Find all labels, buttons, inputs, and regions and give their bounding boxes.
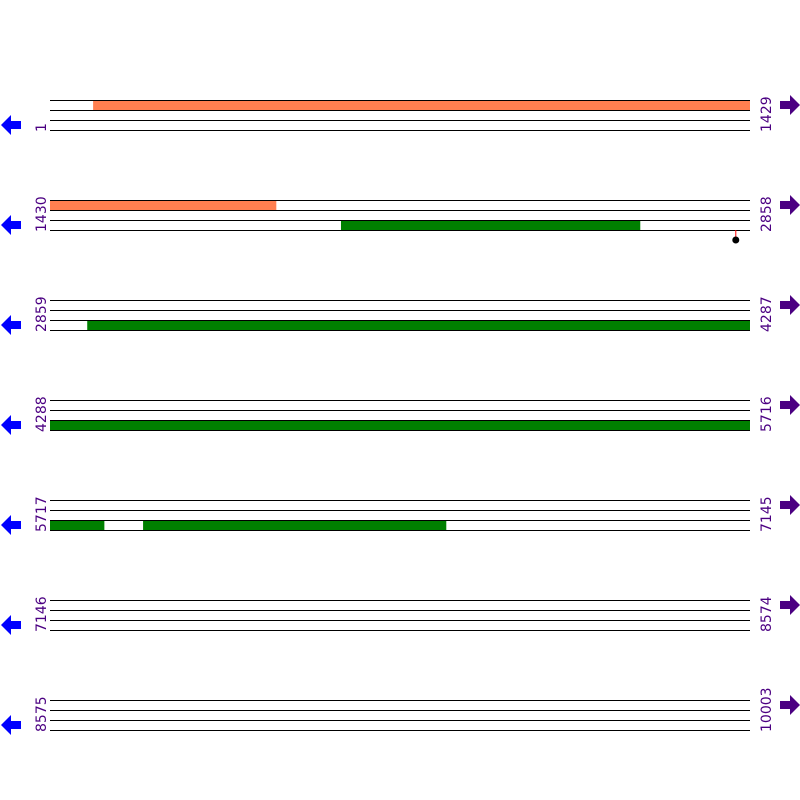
arrow-right-icon[interactable] xyxy=(780,195,800,215)
row-start-label: 1 xyxy=(34,123,50,132)
row-start-label: 5717 xyxy=(34,496,50,532)
row-start-label: 4288 xyxy=(34,396,50,432)
arrow-right-icon[interactable] xyxy=(780,495,800,515)
feature-bar[interactable] xyxy=(143,520,447,530)
map-row: 7146 8574 xyxy=(1,595,800,635)
arrow-right-icon[interactable] xyxy=(780,295,800,315)
row-start-label: 8575 xyxy=(34,696,50,732)
row-start-label: 7146 xyxy=(34,596,50,632)
row-end-label: 8574 xyxy=(759,596,775,632)
row-end-label: 4287 xyxy=(759,296,775,332)
arrow-right-icon[interactable] xyxy=(780,95,800,115)
feature-bar[interactable] xyxy=(50,200,277,210)
row-end-label: 5716 xyxy=(759,396,775,432)
feature-bar[interactable] xyxy=(87,320,751,330)
map-row: 8575 10003 xyxy=(1,687,800,735)
marker-dot[interactable] xyxy=(732,236,740,244)
feature-bar[interactable] xyxy=(340,220,641,230)
map-row: 5717 7145 xyxy=(1,495,800,535)
feature-bar[interactable] xyxy=(50,520,105,530)
row-end-label: 1429 xyxy=(759,96,775,132)
arrow-right-icon[interactable] xyxy=(780,595,800,615)
map-row: 2859 4287 xyxy=(1,295,800,335)
arrow-left-icon[interactable] xyxy=(1,615,21,635)
arrow-left-icon[interactable] xyxy=(1,315,21,335)
row-end-label: 7145 xyxy=(759,496,775,532)
map-row: 1430 2858 xyxy=(1,195,800,244)
arrow-right-icon[interactable] xyxy=(780,695,800,715)
feature-bar[interactable] xyxy=(93,100,751,110)
arrow-right-icon[interactable] xyxy=(780,395,800,415)
arrow-left-icon[interactable] xyxy=(1,515,21,535)
row-end-label: 10003 xyxy=(759,687,775,732)
row-start-label: 2859 xyxy=(34,296,50,332)
row-end-label: 2858 xyxy=(759,196,775,232)
arrow-left-icon[interactable] xyxy=(1,415,21,435)
map-row: 4288 5716 xyxy=(1,395,800,435)
feature-bar[interactable] xyxy=(50,420,750,430)
arrow-left-icon[interactable] xyxy=(1,715,21,735)
row-start-label: 1430 xyxy=(34,196,50,232)
arrow-left-icon[interactable] xyxy=(1,215,21,235)
map-row: 1 1429 xyxy=(1,95,800,135)
arrow-left-icon[interactable] xyxy=(1,115,21,135)
